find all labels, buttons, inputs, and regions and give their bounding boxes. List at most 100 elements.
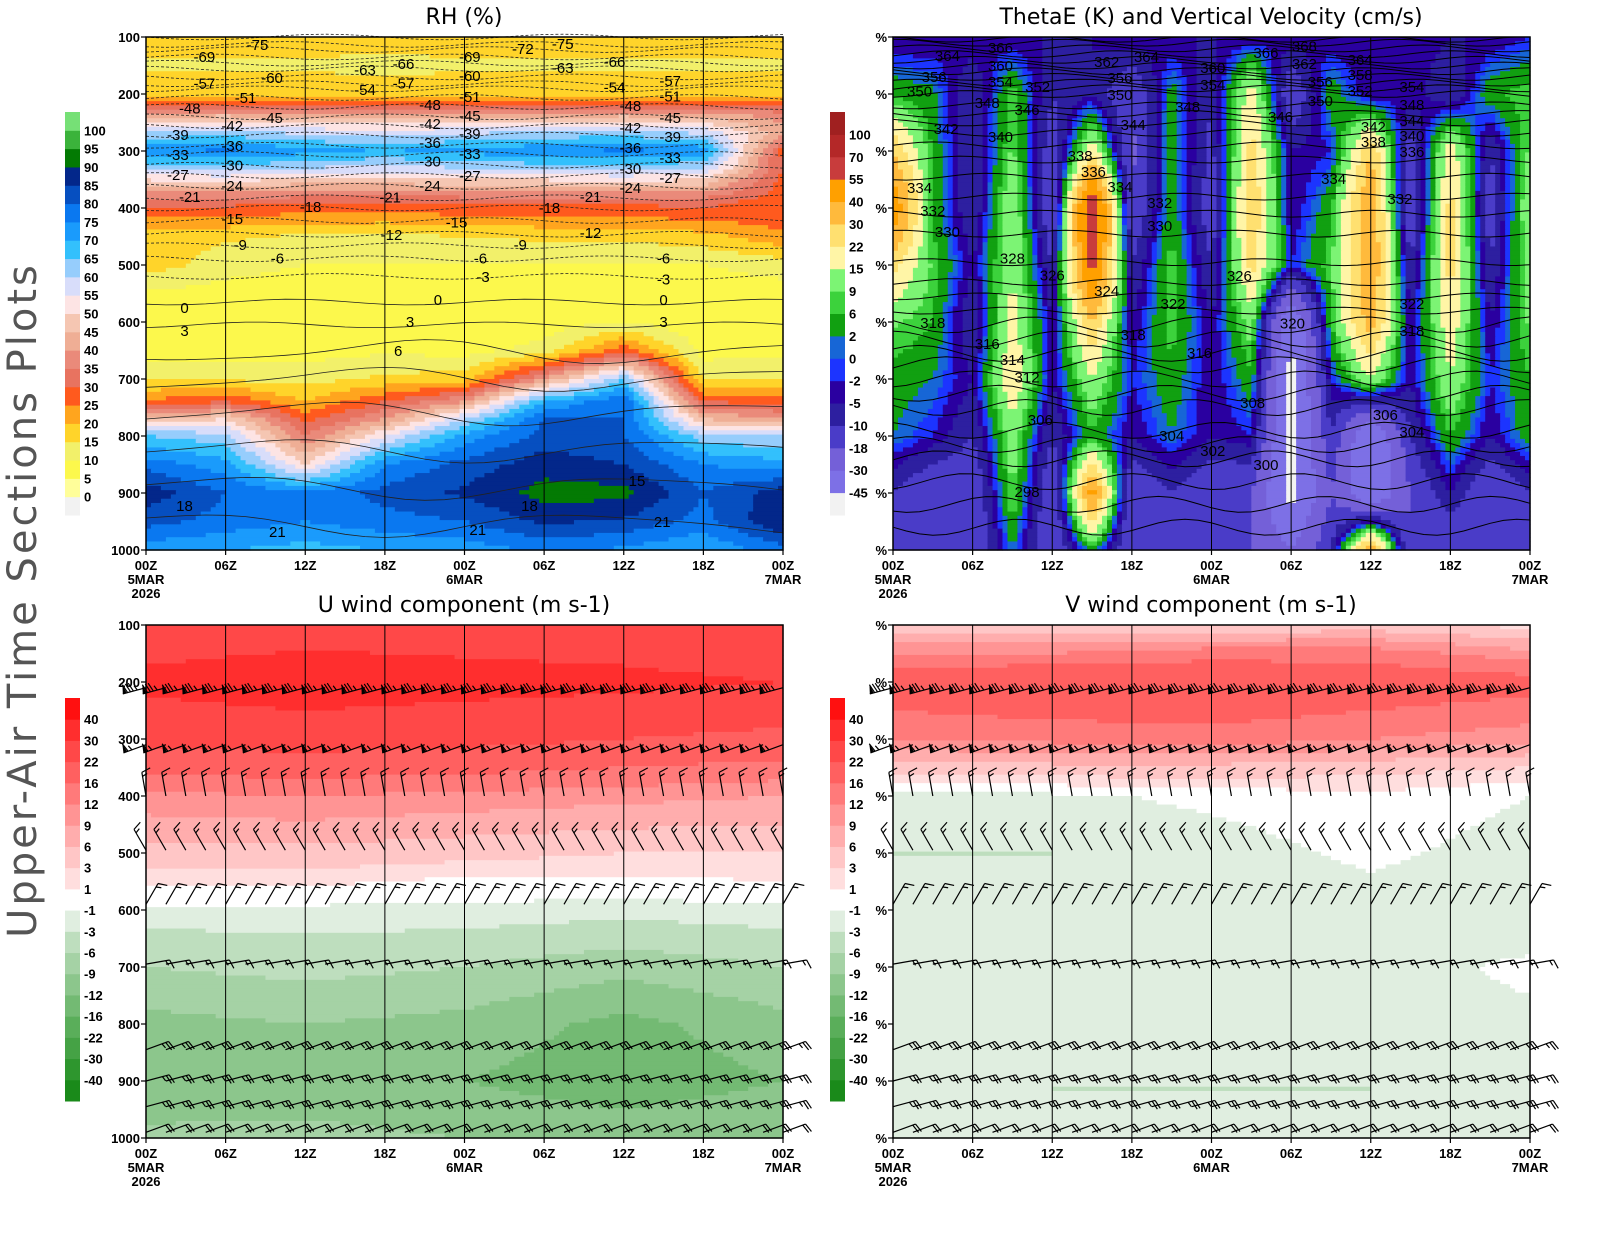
thetae-field-cell (1485, 216, 1496, 222)
thetae-field-cell (1181, 152, 1188, 158)
thetae-field-cell (1291, 229, 1297, 235)
thetae-field-cell (1320, 126, 1327, 132)
thetae-field-cell (932, 84, 939, 89)
thetae-field-cell (1116, 263, 1123, 269)
thetae-field-cell (1515, 143, 1521, 149)
thetae-field-cell (1017, 62, 1028, 68)
thetae-field-cell (1246, 148, 1257, 154)
thetae-field-cell (1400, 173, 1407, 179)
thetae-field-cell (1301, 259, 1307, 265)
thetae-field-cell (1002, 156, 1009, 162)
thetae-field-cell (1082, 156, 1088, 162)
rh-field-cell (230, 173, 610, 179)
thetae-field-cell (1505, 220, 1511, 226)
thetae-field-cell (1385, 182, 1392, 188)
rh-contour-label: -18 (300, 199, 322, 216)
rh-field-cell (335, 438, 351, 444)
rh-field-cell (494, 408, 510, 414)
rh-field-cell (484, 434, 530, 440)
thetae-field-cell (1226, 88, 1233, 94)
thetae-field-cell (1405, 212, 1417, 218)
thetae-field-cell (1057, 246, 1063, 252)
rh-field-cell (718, 178, 739, 183)
rh-field-cell (146, 481, 197, 487)
thetae-field-cell (1420, 135, 1427, 141)
rh-field-cell (723, 160, 739, 166)
thetae-field-cell (937, 58, 969, 64)
thetae-field-cell (1121, 190, 1128, 196)
thetae-field-cell (1171, 71, 1178, 77)
rh-contour-label: -24 (620, 180, 642, 197)
thetae-field-cell (1027, 259, 1033, 265)
thetae-field-cell (1057, 208, 1063, 213)
thetae-field-cell (1505, 186, 1511, 192)
rh-field-cell (434, 426, 461, 431)
thetae-field-cell (1271, 96, 1277, 102)
thetae-field-cell (1256, 92, 1262, 98)
thetae-field-cell (1510, 208, 1516, 213)
rh-field-cell (215, 113, 232, 119)
thetae-field-cell (1062, 259, 1068, 265)
thetae-field-cell (1350, 199, 1362, 205)
rh-field-cell (146, 438, 197, 444)
thetae-field-cell (1181, 139, 1188, 145)
rh-field-cell (290, 443, 326, 449)
thetae-field-cell (1281, 199, 1287, 205)
rh-field-cell (295, 426, 321, 431)
thetae-field-cell (1102, 195, 1108, 201)
thetae-field-cell (1395, 113, 1407, 119)
thetae-field-cell (1325, 84, 1342, 89)
thetae-field-cell (927, 237, 934, 243)
thetae-field-cell (1176, 122, 1183, 128)
thetae-field-cell (1335, 160, 1342, 166)
thetae-field-cell (893, 250, 909, 256)
thetae-field-cell (1325, 143, 1332, 149)
thetae-field-cell (1455, 237, 1461, 243)
rh-contour-label: -42 (221, 118, 243, 135)
thetae-field-cell (1440, 208, 1446, 213)
thetae-field-cell (1236, 190, 1247, 196)
thetae-field-cell (1116, 212, 1123, 218)
thetae-field-cell (1276, 160, 1282, 166)
thetae-field-cell (1191, 242, 1198, 248)
thetae-field-cell (1077, 216, 1088, 222)
thetae-field-cell (1146, 242, 1153, 248)
rh-field-cell (499, 379, 520, 384)
thetae-field-cell (1350, 220, 1362, 226)
thetae-field-cell (1430, 190, 1437, 196)
thetae-field-cell (1087, 169, 1098, 175)
thetae-field-cell (1027, 156, 1033, 162)
rh-field-cell (598, 331, 645, 337)
thetae-field-cell (1425, 143, 1432, 149)
thetae-field-cell (997, 71, 1009, 77)
thetae-field-cell (1515, 203, 1521, 209)
thetae-field-cell (1037, 216, 1043, 222)
thetae-field-cell (1241, 71, 1247, 77)
rh-field-cell (285, 131, 490, 136)
thetae-field-cell (1301, 208, 1312, 213)
rh-contour-label: -57 (393, 76, 415, 93)
thetae-field-cell (1007, 118, 1019, 124)
thetae-field-cell (1400, 246, 1407, 252)
thetae-field-cell (1425, 203, 1432, 209)
thetae-field-cell (1231, 148, 1237, 154)
thetae-field-cell (952, 208, 959, 213)
thetae-field-cell (1221, 139, 1228, 145)
thetae-field-cell (1500, 135, 1506, 141)
thetae-field-cell (1311, 208, 1322, 213)
thetae-field-cell (1330, 259, 1342, 265)
thetae-field-cell (1027, 84, 1033, 89)
thetae-field-cell (1186, 259, 1193, 265)
thetae-field-cell (1375, 113, 1387, 119)
colorbar-box (65, 423, 80, 443)
thetae-field-cell (957, 267, 964, 273)
thetae-field-cell (1276, 237, 1282, 243)
thetae-field-cell (1480, 173, 1486, 179)
thetae-field-cell (1360, 92, 1427, 98)
thetae-field-cell (1281, 237, 1287, 243)
thetae-field-cell (1186, 242, 1193, 248)
thetae-field-cell (1485, 186, 1496, 192)
thetae-field-cell (1375, 169, 1382, 175)
thetae-field-cell (1256, 263, 1267, 269)
rh-contour-label: -6 (271, 251, 284, 268)
